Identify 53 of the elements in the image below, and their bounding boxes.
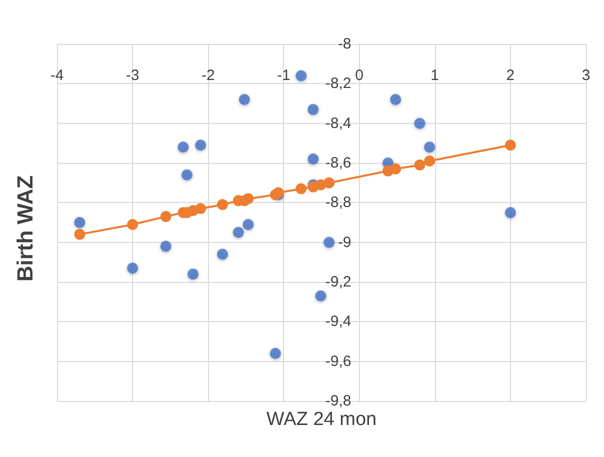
- point: [238, 94, 250, 106]
- point: [324, 177, 335, 188]
- x-tick-label: 3: [582, 67, 590, 84]
- x-tick-label: 0: [355, 67, 364, 84]
- point: [504, 207, 516, 218]
- point: [324, 236, 335, 248]
- y-tick-label: -8,2: [325, 75, 352, 92]
- point: [217, 199, 228, 210]
- y-tick-label: -9: [338, 234, 352, 251]
- y-tick-label: -9,2: [325, 274, 352, 290]
- y-tick-label: -8,6: [325, 154, 352, 172]
- x-tick-label: -4: [50, 67, 64, 84]
- point: [74, 217, 86, 228]
- point: [160, 211, 172, 222]
- y-tick-label: -9,8: [325, 392, 352, 410]
- point: [242, 218, 254, 230]
- y-axis-title: Birth WAZ: [12, 175, 38, 282]
- point: [127, 218, 138, 230]
- y-tick-label: -9,6: [325, 352, 352, 370]
- point: [296, 183, 307, 194]
- x-tick-label: -1: [277, 67, 290, 84]
- x-tick-label: -3: [126, 67, 140, 84]
- point: [424, 142, 436, 153]
- y-tick-label: -8,4: [325, 114, 352, 132]
- point: [160, 240, 172, 252]
- point: [127, 262, 138, 274]
- point: [270, 348, 281, 359]
- y-tick-label: -9,4: [325, 313, 352, 330]
- x-axis-title: WAZ 24 mon: [266, 409, 377, 430]
- point: [188, 268, 199, 280]
- point: [308, 104, 319, 115]
- x-tick-label: 1: [430, 67, 440, 84]
- point: [308, 154, 319, 165]
- point: [195, 203, 206, 214]
- y-tick-label: -8,8: [325, 194, 352, 212]
- point: [504, 140, 516, 151]
- point: [178, 142, 189, 153]
- x-tick-label: -2: [201, 67, 215, 84]
- point: [74, 228, 86, 240]
- y-tick-label: -8: [338, 36, 352, 52]
- point: [315, 290, 326, 302]
- point: [232, 226, 244, 238]
- point: [390, 94, 402, 106]
- point: [390, 163, 402, 174]
- point: [217, 248, 228, 260]
- point: [414, 159, 426, 170]
- point: [296, 70, 307, 82]
- point: [424, 156, 436, 167]
- point: [242, 193, 254, 204]
- point: [181, 169, 192, 180]
- point: [414, 118, 426, 129]
- x-tick-label: 2: [506, 67, 515, 84]
- point: [195, 140, 206, 151]
